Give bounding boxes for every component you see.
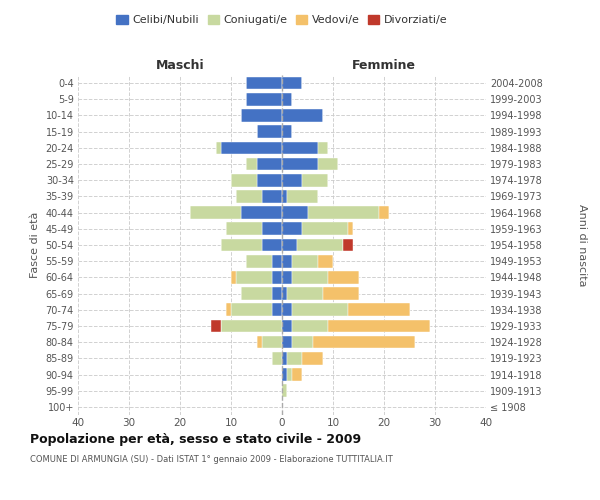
Bar	[282, 288, 287, 300]
Bar	[282, 126, 292, 138]
Bar	[282, 109, 323, 122]
Bar	[226, 222, 262, 235]
Bar	[282, 336, 292, 348]
Bar	[247, 158, 257, 170]
Bar	[292, 368, 302, 381]
Bar	[257, 158, 282, 170]
Bar	[282, 384, 287, 397]
Bar	[282, 320, 292, 332]
Bar	[216, 142, 221, 154]
Bar	[292, 304, 349, 316]
Bar	[247, 93, 282, 106]
Bar	[282, 158, 318, 170]
Bar	[282, 93, 292, 106]
Bar	[328, 271, 359, 283]
Bar	[292, 271, 328, 283]
Bar	[379, 206, 389, 219]
Bar	[313, 336, 415, 348]
Bar	[211, 320, 221, 332]
Y-axis label: Anni di nascita: Anni di nascita	[577, 204, 587, 286]
Bar	[272, 255, 282, 268]
Bar	[272, 288, 282, 300]
Bar	[282, 304, 292, 316]
Bar	[298, 238, 343, 252]
Bar	[282, 352, 287, 364]
Bar	[272, 271, 282, 283]
Bar	[247, 77, 282, 90]
Bar	[349, 222, 353, 235]
Bar	[257, 336, 262, 348]
Bar	[282, 222, 302, 235]
Bar	[236, 271, 272, 283]
Bar	[318, 142, 328, 154]
Bar	[241, 206, 282, 219]
Bar	[287, 288, 323, 300]
Bar	[262, 336, 282, 348]
Bar	[302, 352, 323, 364]
Bar	[287, 190, 318, 202]
Bar	[272, 352, 282, 364]
Bar	[241, 288, 272, 300]
Bar	[190, 206, 241, 219]
Bar	[292, 336, 313, 348]
Bar	[236, 190, 262, 202]
Bar	[302, 222, 349, 235]
Bar	[282, 368, 287, 381]
Bar	[349, 304, 410, 316]
Bar	[262, 238, 282, 252]
Bar	[257, 174, 282, 186]
Bar	[221, 142, 282, 154]
Bar	[282, 271, 292, 283]
Bar	[231, 304, 272, 316]
Bar	[231, 271, 236, 283]
Bar	[287, 352, 302, 364]
Bar	[226, 304, 231, 316]
Bar	[262, 190, 282, 202]
Text: COMUNE DI ARMUNGIA (SU) - Dati ISTAT 1° gennaio 2009 - Elaborazione TUTTITALIA.I: COMUNE DI ARMUNGIA (SU) - Dati ISTAT 1° …	[30, 455, 393, 464]
Bar	[292, 320, 328, 332]
Bar	[282, 174, 302, 186]
Bar	[221, 238, 262, 252]
Bar	[257, 126, 282, 138]
Bar	[282, 142, 318, 154]
Bar	[282, 206, 308, 219]
Bar	[241, 109, 282, 122]
Bar	[323, 288, 359, 300]
Bar	[302, 174, 328, 186]
Bar	[328, 320, 430, 332]
Legend: Celibi/Nubili, Coniugati/e, Vedovi/e, Divorziati/e: Celibi/Nubili, Coniugati/e, Vedovi/e, Di…	[112, 10, 452, 30]
Bar	[262, 222, 282, 235]
Y-axis label: Fasce di età: Fasce di età	[30, 212, 40, 278]
Bar	[247, 255, 272, 268]
Bar	[282, 255, 292, 268]
Bar	[292, 255, 318, 268]
Bar	[308, 206, 379, 219]
Bar	[282, 238, 298, 252]
Bar	[272, 304, 282, 316]
Bar	[231, 174, 257, 186]
Bar	[318, 255, 333, 268]
Text: Femmine: Femmine	[352, 60, 416, 72]
Text: Maschi: Maschi	[155, 60, 205, 72]
Bar	[282, 190, 287, 202]
Bar	[282, 77, 302, 90]
Bar	[287, 368, 292, 381]
Bar	[221, 320, 282, 332]
Text: Popolazione per età, sesso e stato civile - 2009: Popolazione per età, sesso e stato civil…	[30, 432, 361, 446]
Bar	[318, 158, 338, 170]
Bar	[343, 238, 353, 252]
